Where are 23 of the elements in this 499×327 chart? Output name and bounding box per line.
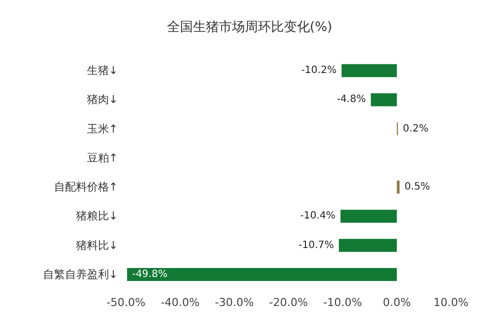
data-label: -4.8%: [336, 94, 366, 106]
data-label: -10.2%: [301, 65, 337, 76]
y-tick-label: 猪肉↓: [86, 93, 118, 106]
x-tick-label: 10.0%: [434, 296, 468, 309]
y-tick-label: 猪粮比↓: [76, 210, 118, 223]
data-label: -10.7%: [298, 240, 334, 251]
chart-title: 全国生猪市场周环比变化(%): [166, 20, 332, 35]
x-tick-label: 0.0%: [382, 296, 411, 309]
data-label: 0.5%: [404, 182, 430, 193]
data-label: -10.4%: [300, 210, 336, 222]
y-tick-label: 玉米↑: [86, 122, 118, 136]
y-tick-label: 猪料比↓: [76, 238, 118, 252]
data-label: -49.8%: [132, 268, 168, 280]
data-label: 0.2%: [402, 123, 428, 134]
y-tick-label: 自繁自养盈利↓: [42, 268, 118, 281]
y-tick-label: 自配料价格↑: [54, 180, 118, 194]
y-tick-label: 豆粕↑: [86, 151, 118, 164]
x-tick-label: -10.0%: [323, 296, 362, 309]
x-tick-label: -40.0%: [160, 296, 200, 309]
x-tick-label: -50.0%: [106, 296, 146, 309]
y-tick-label: 生猪↓: [86, 64, 118, 78]
x-tick-label: -20.0%: [269, 296, 308, 309]
x-tick-label: -30.0%: [214, 296, 254, 309]
